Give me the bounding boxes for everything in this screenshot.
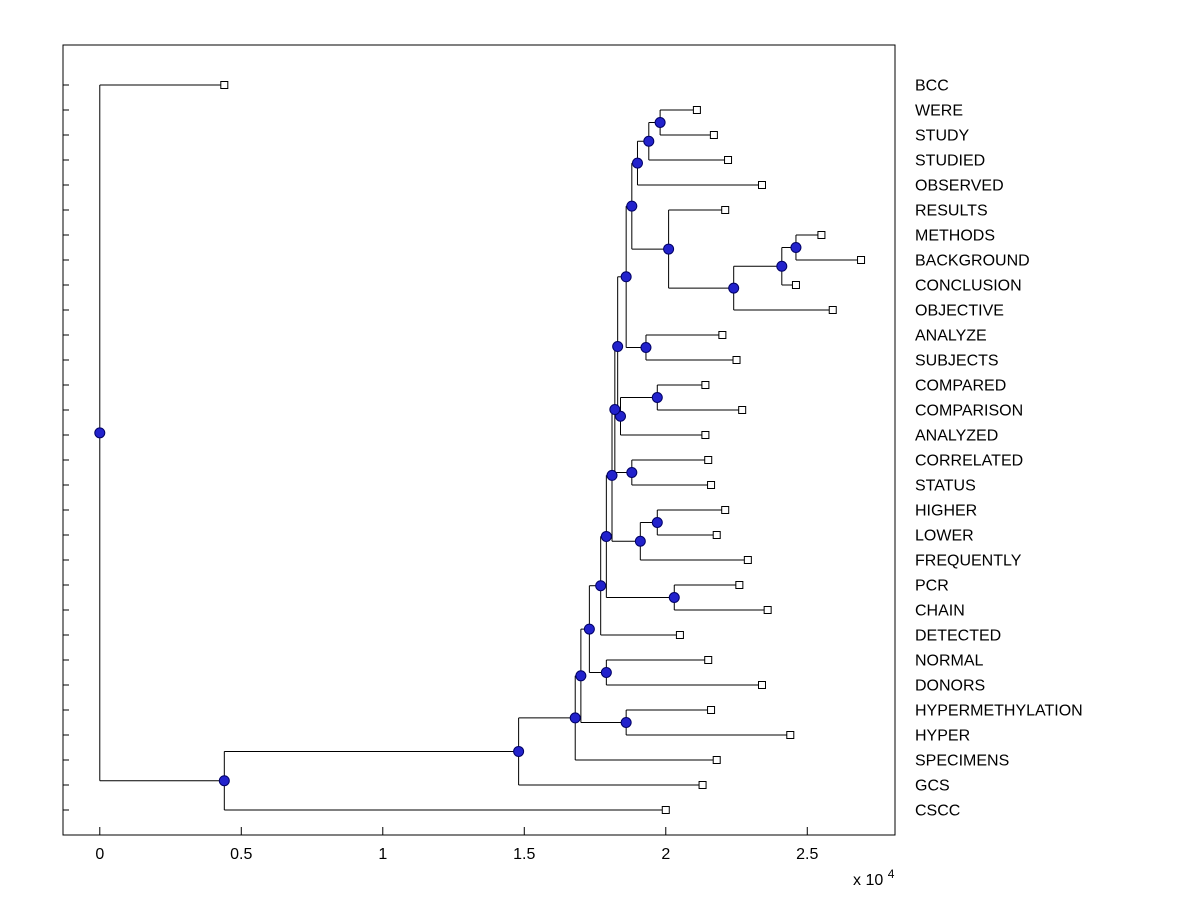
- leaf-marker-square: [721, 206, 730, 214]
- merge-node-marker: [626, 200, 638, 212]
- leaf-label: ANALYZED: [915, 428, 998, 445]
- leaf-label: ANALYZE: [915, 328, 987, 345]
- merge-node-marker: [218, 775, 230, 787]
- merge-node-marker: [668, 592, 680, 603]
- merge-node-marker: [631, 157, 643, 169]
- leaf-label: METHODS: [915, 228, 995, 245]
- leaf-label: HYPER: [915, 728, 970, 745]
- x-tick-label: 0.5: [230, 846, 252, 863]
- leaf-label: SPECIMENS: [915, 753, 1009, 770]
- merge-node-marker: [728, 282, 740, 294]
- leaf-marker-square: [692, 106, 701, 114]
- x-tick-label: 2.5: [796, 846, 818, 863]
- merge-node-marker: [651, 517, 663, 528]
- merge-node-marker: [620, 271, 632, 283]
- merge-node-marker: [583, 623, 595, 635]
- merge-node-marker: [790, 242, 802, 253]
- leaf-label: FREQUENTLY: [915, 553, 1022, 570]
- leaf-marker-square: [709, 131, 718, 139]
- leaf-marker-square: [718, 331, 727, 339]
- leaf-label: STATUS: [915, 478, 976, 495]
- merge-node-marker: [643, 135, 655, 147]
- leaf-label: CSCC: [915, 803, 960, 820]
- leaf-marker-square: [732, 356, 741, 364]
- merge-node-marker: [663, 243, 675, 255]
- leaf-marker-square: [743, 556, 752, 564]
- leaf-marker-square: [712, 756, 721, 764]
- leaf-label: WERE: [915, 103, 963, 120]
- leaf-marker-square: [707, 481, 716, 489]
- merge-node-marker: [609, 404, 621, 416]
- leaf-marker-square: [712, 531, 721, 539]
- leaf-label: CHAIN: [915, 603, 965, 620]
- leaf-marker-square: [735, 581, 744, 589]
- merge-node-marker: [606, 469, 618, 481]
- merge-node-marker: [600, 667, 612, 678]
- leaf-marker-square: [738, 406, 747, 414]
- x-tick-label: 0: [95, 846, 104, 863]
- leaf-label: DETECTED: [915, 628, 1001, 645]
- leaf-marker-square: [707, 706, 716, 714]
- leaf-marker-square: [757, 681, 766, 689]
- leaf-marker-square: [763, 606, 772, 614]
- merge-node-marker: [569, 712, 581, 724]
- leaf-label: OBSERVED: [915, 178, 1004, 195]
- leaf-label: COMPARED: [915, 378, 1006, 395]
- leaf-label: HIGHER: [915, 503, 977, 520]
- leaf-label: COMPARISON: [915, 403, 1023, 420]
- merge-node-marker: [626, 467, 638, 478]
- leaf-marker-square: [704, 456, 713, 464]
- leaf-marker-square: [701, 431, 710, 439]
- leaf-label: CONCLUSION: [915, 278, 1022, 295]
- leaf-label: CORRELATED: [915, 453, 1023, 470]
- leaf-marker-square: [791, 281, 800, 289]
- leaf-marker-square: [817, 231, 826, 239]
- leaf-marker-square: [698, 781, 707, 789]
- leaf-label: GCS: [915, 778, 950, 795]
- leaf-label: STUDIED: [915, 153, 985, 170]
- merge-node-marker: [620, 717, 632, 728]
- merge-node-marker: [776, 260, 788, 272]
- leaf-marker-square: [828, 306, 837, 314]
- merge-node-marker: [640, 342, 652, 353]
- leaf-label: PCR: [915, 578, 949, 595]
- axis-exponent-label: x 10 4: [853, 867, 895, 889]
- plot-box: [62, 44, 896, 836]
- leaf-label: STUDY: [915, 128, 970, 145]
- leaf-marker-square: [675, 631, 684, 639]
- leaf-label: LOWER: [915, 528, 974, 545]
- leaf-label: BCC: [915, 78, 949, 95]
- merge-node-marker: [595, 580, 607, 592]
- x-tick-label: 2: [661, 846, 670, 863]
- merge-node-marker: [513, 745, 525, 757]
- x-tick-label: 1: [378, 846, 387, 863]
- leaf-marker-square: [701, 381, 710, 389]
- leaf-marker-square: [724, 156, 733, 164]
- merge-node-marker: [612, 341, 624, 353]
- merge-node-marker: [575, 670, 587, 682]
- merge-node-marker: [634, 535, 646, 547]
- leaf-label: HYPERMETHYLATION: [915, 703, 1083, 720]
- leaf-label: RESULTS: [915, 203, 988, 220]
- merge-node-marker: [654, 117, 666, 128]
- leaf-marker-square: [704, 656, 713, 664]
- leaf-label: SUBJECTS: [915, 353, 999, 370]
- merge-node-marker: [651, 392, 663, 403]
- leaf-marker-square: [721, 506, 730, 514]
- merge-node-marker: [94, 427, 106, 439]
- leaf-marker-square: [857, 256, 866, 264]
- leaf-label: BACKGROUND: [915, 253, 1030, 270]
- leaf-label: DONORS: [915, 678, 985, 695]
- merge-node-marker: [600, 530, 612, 542]
- leaf-marker-square: [661, 806, 670, 814]
- x-tick-label: 1.5: [513, 846, 535, 863]
- leaf-label: OBJECTIVE: [915, 303, 1004, 320]
- leaf-marker-square: [220, 81, 229, 89]
- leaf-label: NORMAL: [915, 653, 984, 670]
- leaf-marker-square: [786, 731, 795, 739]
- leaf-marker-square: [757, 181, 766, 189]
